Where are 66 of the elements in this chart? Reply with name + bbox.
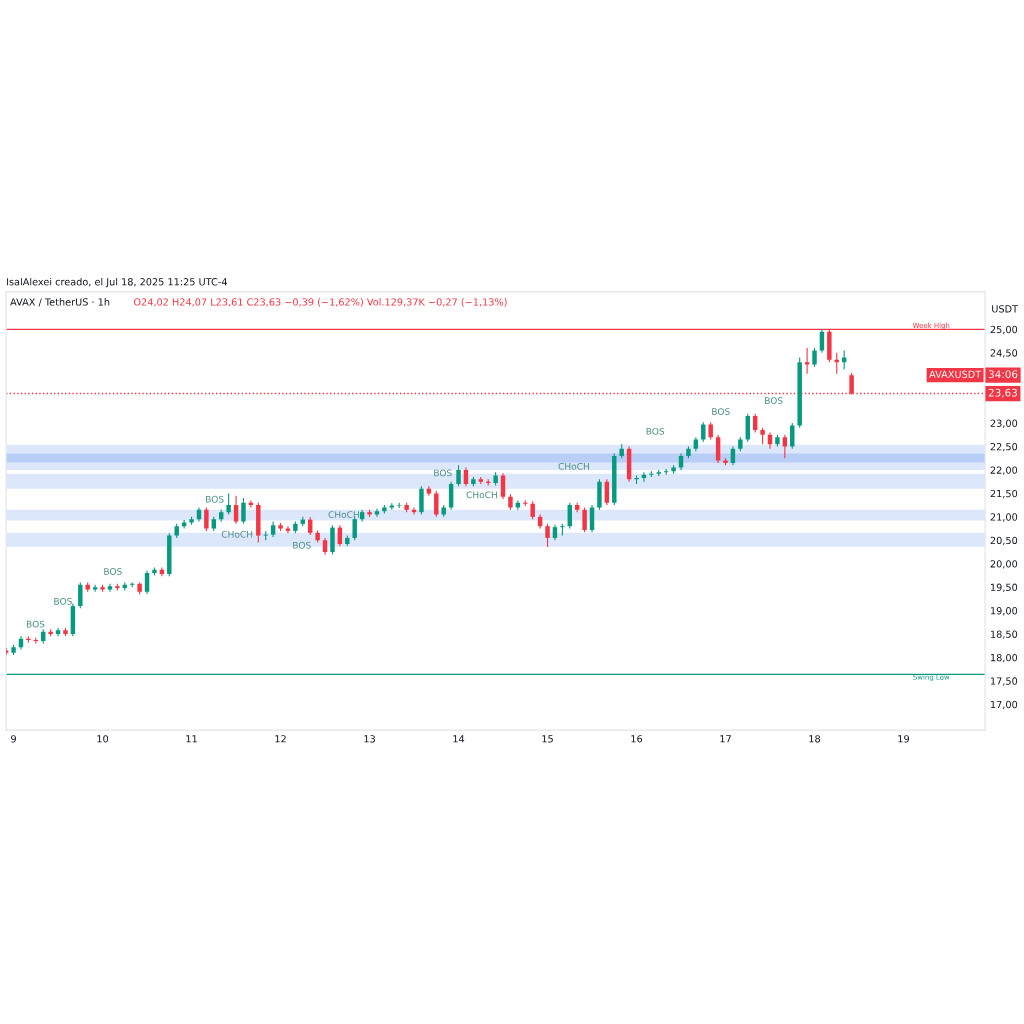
ref-line-label: 23,63 [988, 388, 1018, 398]
y-tick-label: 18,00 [991, 653, 1018, 663]
y-tick-label: 22,50 [990, 443, 1018, 452]
x-tick-label: 10 [97, 735, 109, 743]
x-tick-label: 14 [453, 735, 465, 743]
y-tick-label: 20,50 [990, 536, 1018, 546]
annotation: CHoCH [328, 511, 359, 518]
annotation: BOS [206, 495, 224, 503]
x-tick-label: 9 [11, 735, 16, 743]
candlestick [419, 485, 424, 516]
y-tick-label: 21,00 [990, 513, 1018, 522]
x-tick-label: 16 [631, 735, 643, 743]
annotation: AVAXUSDT [929, 370, 982, 378]
text: AVAX / TetherUS · 1h [10, 298, 110, 307]
x-tick-label: 19 [898, 735, 910, 743]
candlestick [181, 519, 187, 530]
y-tick-label: 19,00 [991, 607, 1018, 616]
candlestick [582, 506, 587, 533]
candlestick [434, 490, 439, 518]
annotation: BOS [104, 568, 122, 575]
y-tick-label: 25,00 [990, 325, 1018, 335]
candlestick [352, 516, 357, 541]
candlestick [790, 422, 795, 450]
x-tick-label: 18 [809, 735, 821, 743]
candlestick [841, 349, 847, 370]
annotation: BOS [26, 620, 45, 628]
annotation: BOS [646, 427, 665, 435]
chart-subtitle: IsalAlexei creado, el Jul 18, 2025 11:25 UTC-4 [7, 277, 227, 288]
x-tick-label: 13 [364, 735, 375, 743]
annotation: BOS [765, 397, 783, 405]
candlestick [78, 581, 83, 609]
candlestick [701, 421, 706, 443]
candlestick [233, 495, 239, 525]
y-tick-label: 21,50 [990, 489, 1018, 499]
annotation: CHoCH [558, 462, 589, 470]
annotation: O24,02 H24,07 L23,61 C23,63 −0,39 (−1,62%) Vol.129,37K −0,27 (−1,13%) [133, 298, 507, 307]
x-tick-label: 15 [542, 735, 553, 743]
candlestick [456, 464, 461, 487]
y-tick-label: 22,00 [990, 466, 1018, 475]
y-tick-label: 23,00 [990, 419, 1018, 428]
y-tick-label: 18,50 [991, 630, 1018, 639]
y-tick-label: 20,00 [990, 560, 1018, 569]
annotation: BOS [712, 408, 730, 415]
candlestick [144, 570, 150, 595]
y-tick-label: 17,00 [991, 700, 1018, 710]
candlestick [812, 347, 817, 368]
annotation: CHoCH [221, 530, 253, 538]
text: 34:06 [988, 370, 1018, 379]
candlestick [589, 504, 595, 533]
candlestick [241, 497, 246, 525]
candlestick [782, 434, 788, 459]
x-tick-label: 12 [275, 735, 286, 743]
candlestick [715, 434, 721, 464]
y-tick-label: 19,50 [991, 583, 1018, 592]
annotation: BOS [293, 541, 311, 549]
annotation: BOS [434, 469, 452, 477]
x-tick-label: 11 [186, 735, 197, 743]
y-axis-title: USDT [992, 305, 1019, 313]
annotation: CHoCH [466, 491, 497, 499]
candlestick [204, 506, 209, 532]
x-tick-label: 17 [720, 735, 731, 743]
candlestick [545, 523, 550, 548]
y-tick-label: 17,50 [991, 677, 1018, 686]
annotation: BOS [54, 597, 72, 605]
candlestick [226, 492, 231, 516]
y-tick-label: 24,50 [990, 349, 1018, 358]
